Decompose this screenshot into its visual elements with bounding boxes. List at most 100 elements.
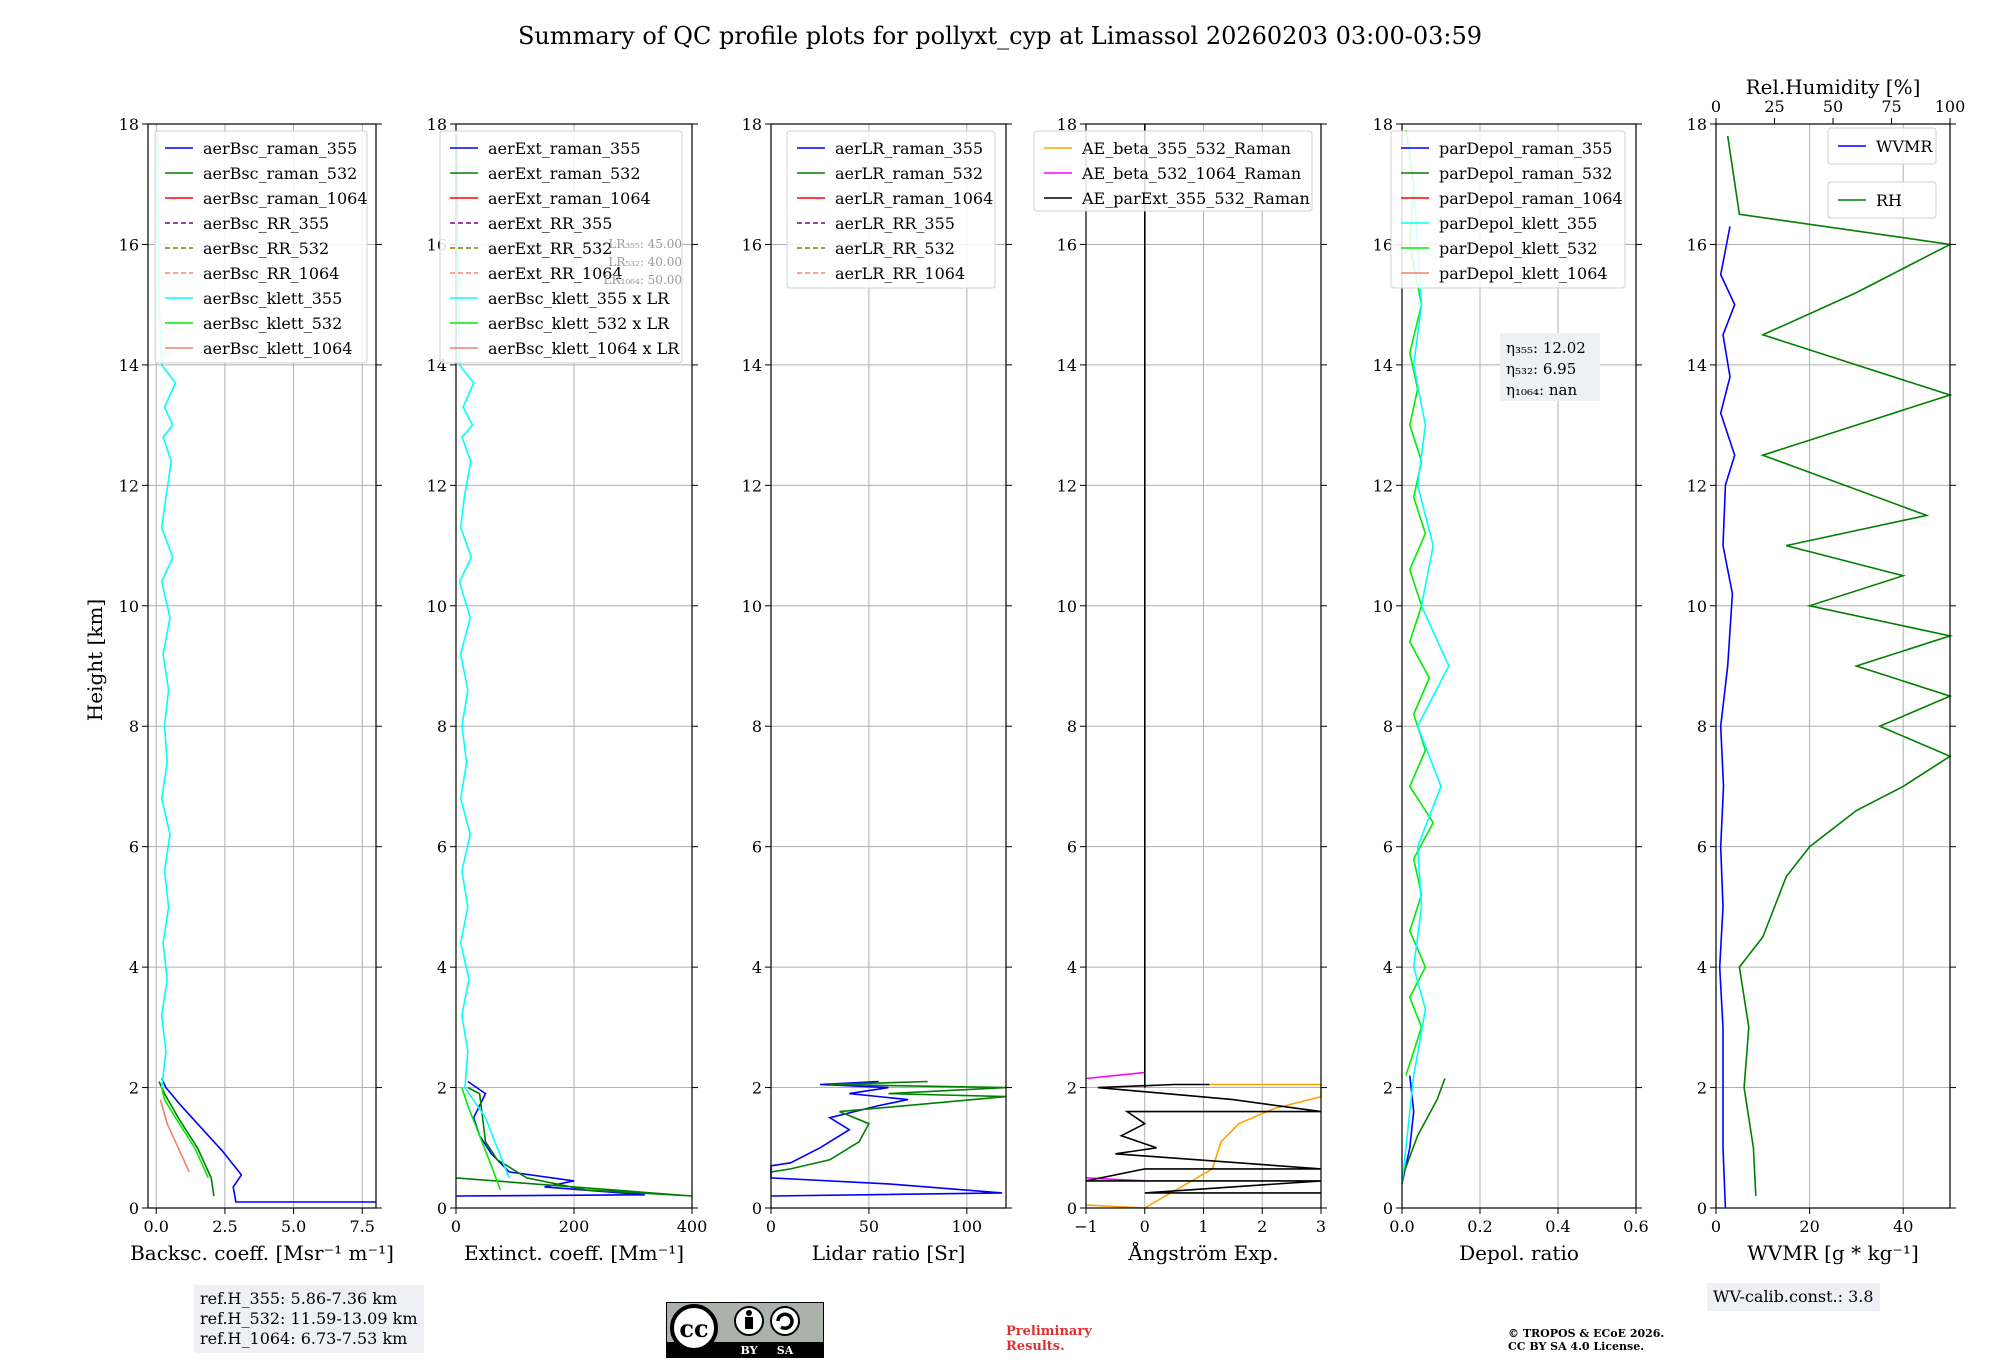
x-tick-label: 0.0 xyxy=(144,1217,169,1236)
top-x-tick-label: 0 xyxy=(1711,97,1721,116)
x-tick-label: 1 xyxy=(1198,1217,1208,1236)
preliminary-line-1: Preliminary xyxy=(1006,1324,1092,1339)
wv-calib-const: WV-calib.const.: 3.8 xyxy=(1713,1287,1874,1306)
x-tick-label: 5.0 xyxy=(281,1217,306,1236)
plot-frame xyxy=(1715,123,1951,1209)
y-tick-label: 12 xyxy=(742,476,762,495)
legend-entry: parDepol_klett_1064 xyxy=(1439,264,1608,283)
legend-entry: aerBsc_raman_532 xyxy=(203,164,357,183)
y-tick-label: 2 xyxy=(752,1079,762,1098)
x-tick-label: 2 xyxy=(1257,1217,1267,1236)
y-tick-label: 2 xyxy=(129,1079,139,1098)
y-tick-label: 12 xyxy=(1373,476,1393,495)
y-tick-label: 14 xyxy=(1373,356,1393,375)
legend-entry: aerLR_RR_532 xyxy=(835,239,955,258)
ref-height-532: ref.H_532: 11.59-13.09 km xyxy=(200,1309,418,1328)
x-axis-label: Depol. ratio xyxy=(1459,1241,1579,1265)
panel-bsc: 0.0 2.5 5.0 7.5 0 2 4 6 8 10 12 14 16 18 Backsc. coeff… xyxy=(119,115,394,1265)
legend-entry: parDepol_raman_1064 xyxy=(1439,189,1623,208)
legend-entry: aerBsc_raman_355 xyxy=(203,139,357,158)
x-tick-label: 0.4 xyxy=(1545,1217,1570,1236)
legend-entry: aerBsc_klett_355 xyxy=(203,289,342,308)
y-tick-label: 0 xyxy=(1067,1199,1077,1218)
x-axis-label: Lidar ratio [Sr] xyxy=(812,1241,966,1265)
x-axis-label: Ångström Exp. xyxy=(1127,1240,1278,1265)
x-axis-label: Backsc. coeff. [Msr⁻¹ m⁻¹] xyxy=(130,1241,394,1265)
y-tick-label: 2 xyxy=(1067,1079,1077,1098)
y-tick-label: 10 xyxy=(1373,597,1393,616)
legend-entry: aerBsc_RR_355 xyxy=(203,214,329,233)
legend-entry: aerBsc_klett_532 x LR xyxy=(488,314,670,333)
legend-depol: parDepol_raman_355 parDepol_raman_532 parD… xyxy=(1390,130,1626,289)
x-tick-label: 0 xyxy=(766,1217,776,1236)
legend-entry: aerBsc_raman_1064 xyxy=(203,189,368,208)
top-x-tick-label: 100 xyxy=(1935,97,1966,116)
reference-height-box: ref.H_355: 5.86-7.36 km ref.H_532: 11.59… xyxy=(194,1285,424,1353)
y-tick-label: 14 xyxy=(1057,356,1077,375)
top-x-tick-label: 50 xyxy=(1823,97,1843,116)
eta-label: η₅₃₂: 6.95 xyxy=(1506,360,1576,378)
x-tick-label: 0.6 xyxy=(1623,1217,1648,1236)
plot-frame xyxy=(1401,123,1637,1209)
legend-entry: aerBsc_RR_532 xyxy=(203,239,329,258)
panel-wv: 0 20 40 0 2 4 6 8 10 12 14 16 18 WVMR [g * kg⁻¹] 0 25 50… xyxy=(1687,75,1966,1265)
y-tick-label: 12 xyxy=(1687,476,1707,495)
y-tick-label: 16 xyxy=(1373,235,1393,254)
series-line-aerLR_raman_355 xyxy=(770,1080,1003,1197)
y-tick-label: 6 xyxy=(1383,838,1393,857)
series-line-aerExt_raman_532 xyxy=(455,1086,693,1197)
series-line-aerBsc_raman_355 xyxy=(160,1078,376,1203)
wv-calibration-box: WV-calib.const.: 3.8 xyxy=(1707,1283,1880,1311)
series-line-aerLR_raman_532 xyxy=(770,1080,1007,1173)
legend-box xyxy=(154,130,368,364)
series-line-AE_beta_532_1064_Raman_upper xyxy=(1085,1071,1145,1080)
y-tick-label: 12 xyxy=(1057,476,1077,495)
panel-depol: 0.0 0.2 0.4 0.6 0 2 4 6 8 10 12 14 16 18 Depol. ratio p… xyxy=(1373,115,1649,1265)
y-tick-label: 4 xyxy=(752,958,762,977)
legend-entry: WVMR xyxy=(1876,137,1933,156)
y-tick-label: 6 xyxy=(129,838,139,857)
legend-entry: aerExt_RR_532 xyxy=(488,239,612,258)
x-tick-label: 0 xyxy=(451,1217,461,1236)
y-tick-label: 14 xyxy=(119,356,139,375)
badge-sa-text: SA xyxy=(777,1344,794,1357)
series-line-parDepol_klett_532 xyxy=(1405,129,1435,1076)
x-tick-label: 0 xyxy=(1711,1217,1721,1236)
series-line-aerBsc_klett_532 xyxy=(160,1087,210,1179)
series-line-WVMR xyxy=(1718,226,1736,1209)
y-tick-label: 10 xyxy=(427,597,447,616)
legend-box xyxy=(1390,130,1626,289)
y-tick-label: 14 xyxy=(742,356,762,375)
x-tick-label: 0 xyxy=(1140,1217,1150,1236)
y-tick-label: 14 xyxy=(1687,356,1707,375)
svg-text:cc: cc xyxy=(679,1314,708,1343)
legend-entry: aerLR_RR_1064 xyxy=(835,264,965,283)
legend-box xyxy=(1827,127,1937,165)
y-tick-label: 10 xyxy=(1057,597,1077,616)
legend-box xyxy=(1827,181,1937,219)
series-line-aerExt_raman_355 xyxy=(455,1080,645,1197)
y-tick-label: 16 xyxy=(1687,235,1707,254)
x-tick-label: 400 xyxy=(677,1217,708,1236)
x-tick-label: −1 xyxy=(1074,1217,1098,1236)
y-tick-label: 0 xyxy=(1383,1199,1393,1218)
lidar-ratio-label: LR₃₅₅: 45.00 xyxy=(608,237,682,251)
y-tick-label: 18 xyxy=(1057,115,1077,134)
y-tick-label: 6 xyxy=(1697,838,1707,857)
legend-entry: AE_parExt_355_532_Raman xyxy=(1081,189,1310,208)
y-tick-label: 16 xyxy=(119,235,139,254)
x-tick-label: 2.5 xyxy=(212,1217,237,1236)
series-line-aerBsc_klett_532 x LR xyxy=(461,1087,502,1191)
series-line-aerBsc_klett_355 x LR xyxy=(456,135,510,1179)
legend-entry: aerLR_RR_355 xyxy=(835,214,955,233)
legend-entry: AE_beta_355_532_Raman xyxy=(1081,139,1291,158)
x-tick-label: 40 xyxy=(1893,1217,1913,1236)
eta-label: η₁₀₆₄: nan xyxy=(1506,381,1577,399)
panel-lr: 0 50 100 0 2 4 6 8 10 12 14 16 18 Lidar ratio [Sr] aer… xyxy=(742,115,1012,1265)
y-tick-label: 6 xyxy=(437,838,447,857)
y-tick-label: 8 xyxy=(1697,717,1707,736)
lidar-ratio-label: LR₁₀₆₄: 50.00 xyxy=(604,273,682,287)
x-tick-label: 7.5 xyxy=(350,1217,375,1236)
